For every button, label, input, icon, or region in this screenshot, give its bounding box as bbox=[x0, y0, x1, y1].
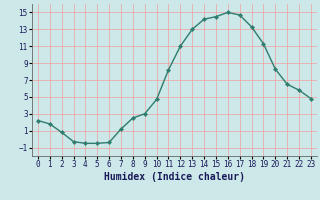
X-axis label: Humidex (Indice chaleur): Humidex (Indice chaleur) bbox=[104, 172, 245, 182]
